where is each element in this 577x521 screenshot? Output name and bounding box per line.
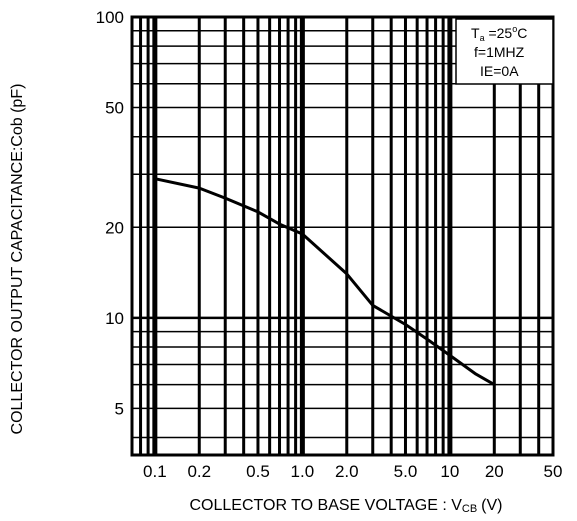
- y-tick-label: 100: [96, 8, 124, 27]
- x-tick-label: 1.0: [291, 462, 315, 481]
- y-tick-label: 50: [105, 99, 124, 118]
- temp-subscript: a: [480, 33, 485, 43]
- legend-box: [455, 18, 554, 85]
- x-tick-label: 2.0: [335, 462, 359, 481]
- x-tick-label: 0.5: [246, 462, 270, 481]
- series-line: [153, 177, 496, 387]
- x-tick-label: 50: [544, 462, 563, 481]
- temp-unit: C: [517, 25, 527, 41]
- y-tick-label: 10: [105, 309, 124, 328]
- conditions-legend: Ta =25oC f=1MHZ IE=0A: [455, 18, 554, 85]
- temp-value: =25: [485, 25, 513, 41]
- x-tick-label: 10: [440, 462, 459, 481]
- x-axis-label-main: COLLECTOR TO BASE VOLTAGE : V: [190, 497, 463, 514]
- temp-symbol: T: [471, 25, 480, 41]
- x-axis-label: COLLECTOR TO BASE VOLTAGE : VCB (V): [190, 497, 503, 515]
- tick-labels: 0.1 0.2 0.5 1.0 2.0 5.0 10 20 50 5 10 20 50 100: [96, 8, 563, 481]
- curves: [153, 177, 496, 387]
- legend-line-temperature: Ta =25oC: [471, 24, 527, 43]
- degree-symbol: o: [512, 24, 517, 34]
- y-tick-label: 5: [115, 399, 124, 418]
- x-tick-label: 5.0: [394, 462, 418, 481]
- x-axis-label-subscript: CB: [462, 503, 477, 515]
- plot-frame: [130, 15, 555, 457]
- x-tick-label: 0.1: [143, 462, 167, 481]
- legend-line-emitter-current: IE=0A: [480, 63, 519, 79]
- x-tick-label: 0.2: [187, 462, 211, 481]
- x-axis-label-unit: (V): [481, 497, 502, 514]
- y-tick-label: 20: [105, 218, 124, 237]
- legend-line-frequency: f=1MHZ: [474, 44, 525, 60]
- y-axis-label: COLLECTOR OUTPUT CAPACITANCE:Cob (pF): [9, 84, 26, 435]
- x-tick-label: 20: [485, 462, 504, 481]
